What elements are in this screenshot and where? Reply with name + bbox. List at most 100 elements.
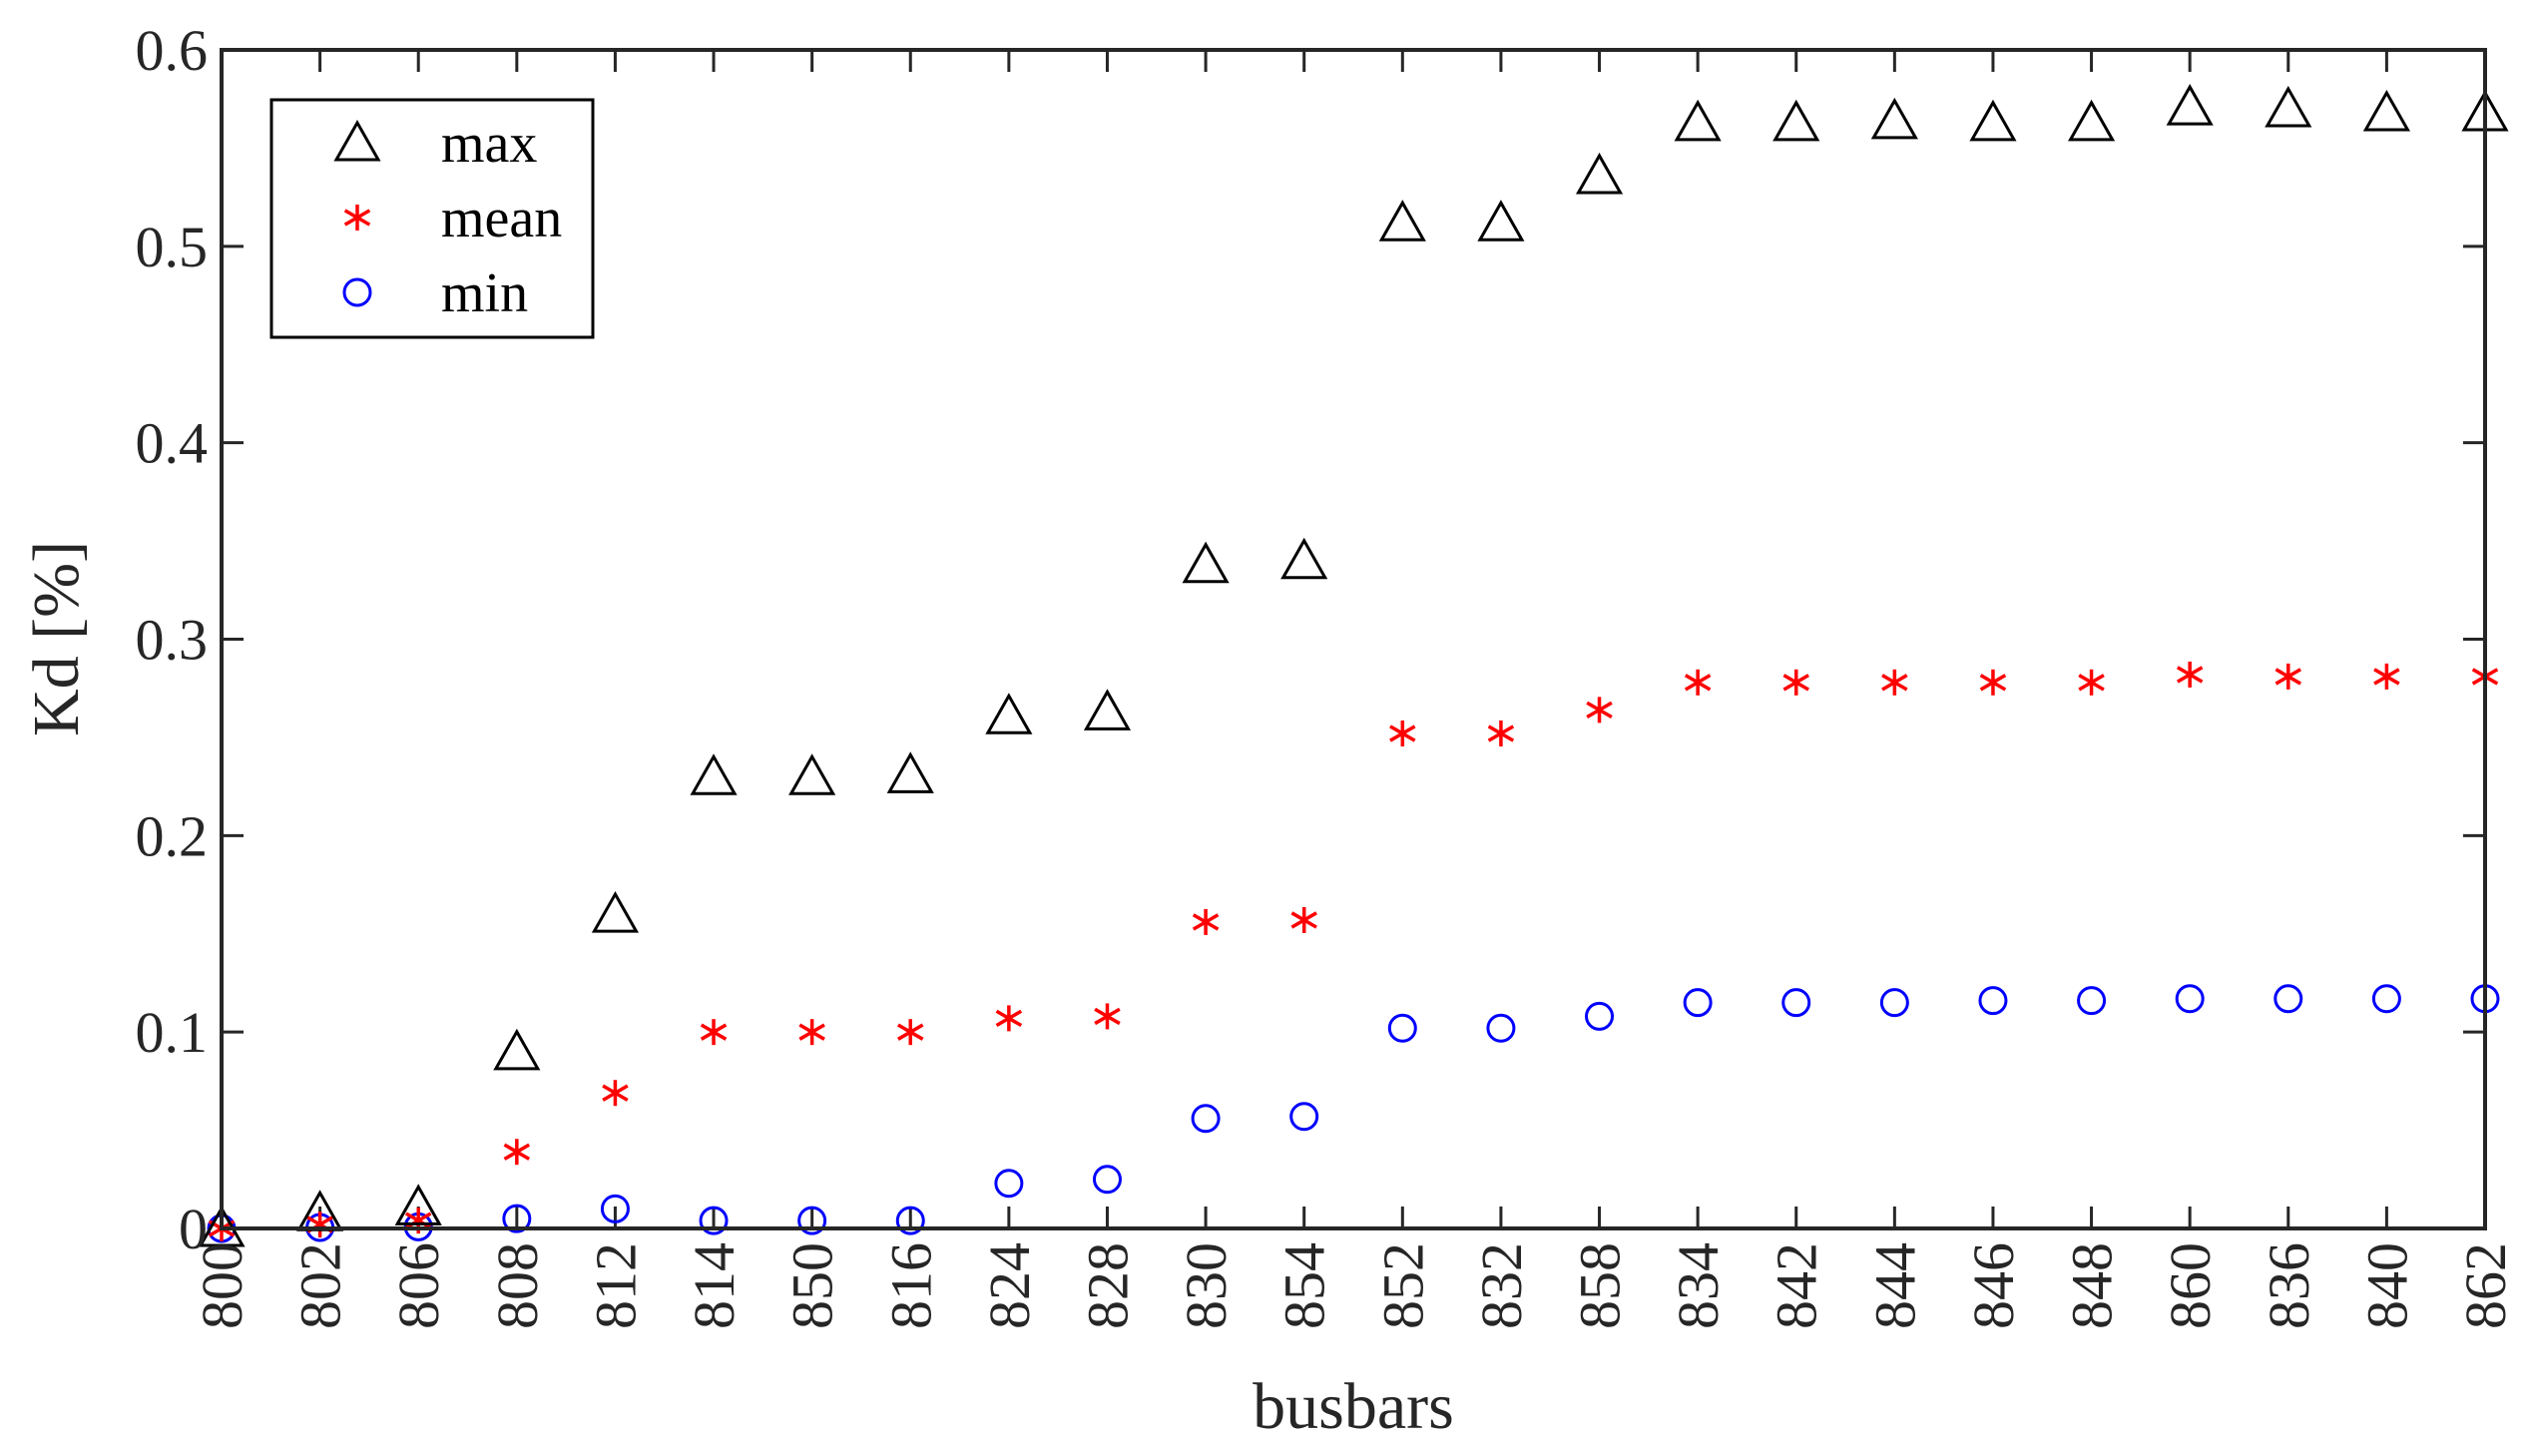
x-tick-label: 850 <box>780 1242 845 1329</box>
max-point <box>2362 89 2410 132</box>
x-tick-label: 844 <box>1862 1242 1927 1329</box>
min-point <box>699 1206 729 1235</box>
min-point <box>1486 1013 1516 1043</box>
y-tick-label: 0.1 <box>136 1000 209 1065</box>
x-tick-label: 828 <box>1075 1242 1140 1329</box>
min-point <box>797 1206 827 1235</box>
max-point <box>1870 97 1918 140</box>
x-tick-label: 816 <box>878 1242 943 1329</box>
legend-circle-icon <box>342 277 372 307</box>
y-tick-labels: 0 0.1 0.2 0.3 0.4 0.5 0.6 <box>136 18 209 1261</box>
max-point <box>1575 152 1624 195</box>
legend-label: max <box>441 113 537 175</box>
min-point <box>2273 984 2303 1014</box>
mean-point <box>1389 720 1416 746</box>
max-point <box>1280 537 1328 580</box>
x-tick-label: 802 <box>288 1242 353 1329</box>
mean-point <box>1782 669 1809 696</box>
min-point <box>2077 986 2107 1016</box>
mean-point <box>1290 906 1317 933</box>
x-tick-label: 808 <box>485 1242 550 1329</box>
mean-point <box>1192 908 1220 935</box>
mean-point <box>1881 669 1908 696</box>
mean-point <box>2274 663 2302 690</box>
max-point <box>1674 99 1722 142</box>
y-tick-label: 0.5 <box>136 215 209 279</box>
y-tick-label: 0.4 <box>136 411 209 476</box>
mean-point <box>602 1080 629 1107</box>
min-point <box>502 1204 532 1233</box>
min-point <box>1585 1001 1615 1031</box>
min-point <box>1092 1165 1122 1195</box>
mean-point <box>700 1019 728 1046</box>
x-tick-label: 800 <box>190 1242 254 1329</box>
max-point <box>394 1184 442 1225</box>
mean-point <box>995 1005 1023 1032</box>
max-point <box>2067 99 2116 142</box>
min-point <box>994 1169 1024 1199</box>
min-point <box>2371 984 2401 1014</box>
min-point <box>1387 1013 1417 1043</box>
x-tick-label: 814 <box>682 1242 747 1329</box>
x-tick-label: 854 <box>1272 1242 1337 1329</box>
mean-point <box>503 1139 531 1166</box>
mean-point <box>2176 661 2204 688</box>
mean-point <box>2078 669 2105 696</box>
x-tick-label: 858 <box>1568 1242 1633 1329</box>
legend-triangle-icon <box>333 119 381 162</box>
x-tick-label: 846 <box>1961 1242 2026 1329</box>
x-tick-label: 824 <box>977 1242 1042 1329</box>
max-point <box>1182 541 1230 584</box>
mean-point <box>1684 669 1712 696</box>
legend: max mean min <box>269 98 595 339</box>
x-tick-label: 860 <box>2158 1242 2223 1329</box>
max-point <box>788 753 836 795</box>
series-max <box>198 84 2509 1247</box>
max-point <box>591 891 640 933</box>
plot-frame <box>220 48 2487 1230</box>
mean-point <box>1487 720 1515 746</box>
max-point <box>1969 99 2017 142</box>
y-tick-label: 0.6 <box>136 18 209 83</box>
min-point <box>1191 1104 1221 1134</box>
y-tick-label: 0 <box>179 1197 208 1261</box>
mean-point <box>1979 669 2007 696</box>
min-point <box>1879 988 1909 1018</box>
x-tick-label: 832 <box>1469 1242 1534 1329</box>
max-point <box>2166 84 2214 126</box>
min-point <box>1683 988 1713 1018</box>
min-point <box>1781 988 1811 1018</box>
min-point <box>895 1206 925 1235</box>
ticks <box>220 48 2487 1230</box>
max-point <box>1477 200 1525 242</box>
max-point <box>1772 99 1820 142</box>
max-point <box>886 751 934 793</box>
x-tick-label: 836 <box>2257 1242 2321 1329</box>
x-tick-label: 840 <box>2354 1242 2419 1329</box>
x-tick-label: 842 <box>1765 1242 1829 1329</box>
min-point <box>600 1194 630 1223</box>
x-tick-label: 830 <box>1174 1242 1239 1329</box>
legend-label: min <box>441 262 528 324</box>
max-point <box>690 753 738 795</box>
x-tick-labels: 800 802 806 808 812 814 850 816 824 828 830 854 852 8… <box>190 1242 2518 1329</box>
x-tick-label: 812 <box>583 1242 648 1329</box>
max-point <box>985 693 1033 734</box>
legend-label: mean <box>441 188 562 249</box>
max-point <box>1378 200 1426 242</box>
mean-point <box>2373 663 2400 690</box>
x-axis-title: busbars <box>1253 1370 1454 1443</box>
max-point <box>2265 86 2312 128</box>
mean-point <box>1094 1003 1121 1030</box>
y-tick-label: 0.2 <box>136 803 209 868</box>
max-point <box>493 1028 541 1071</box>
x-tick-label: 848 <box>2060 1242 2125 1329</box>
x-tick-label: 862 <box>2453 1242 2518 1329</box>
data-marks <box>198 84 2509 1247</box>
mean-point <box>798 1019 825 1046</box>
min-point <box>1289 1102 1319 1132</box>
min-point <box>1978 986 2008 1016</box>
legend-box <box>269 98 595 339</box>
x-tick-label: 806 <box>386 1242 451 1329</box>
